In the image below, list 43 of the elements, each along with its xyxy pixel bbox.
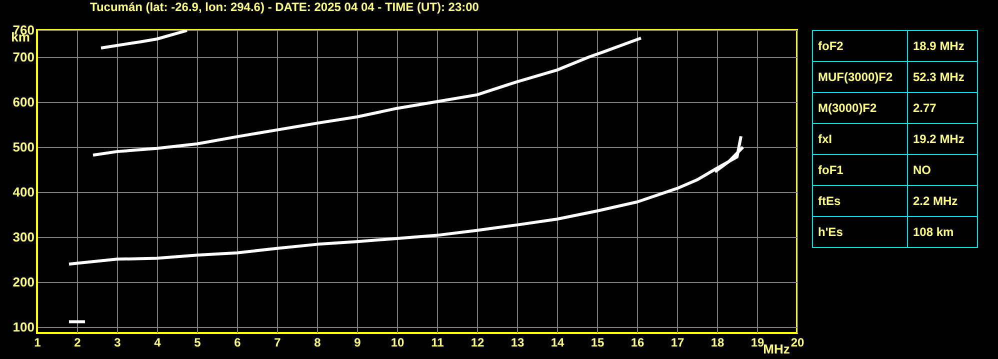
x-tick-label: 2 bbox=[74, 336, 82, 350]
x-tick-label: 9 bbox=[354, 336, 362, 350]
x-tick-label: 13 bbox=[510, 336, 524, 350]
x-tick-label: 14 bbox=[550, 336, 564, 350]
x-tick-label: 7 bbox=[274, 336, 282, 350]
x-tick-label: 19 bbox=[750, 336, 764, 350]
x-tick-label: 16 bbox=[630, 336, 644, 350]
x-tick-label: 11 bbox=[431, 336, 444, 350]
text: 2.77 bbox=[908, 92, 978, 124]
x-tick-label: 4 bbox=[154, 336, 162, 350]
y-tick-label: 200 bbox=[12, 274, 34, 290]
x-tick-label: 20 bbox=[790, 336, 804, 350]
x-tick-label: 5 bbox=[194, 336, 202, 350]
x-tick-label: 6 bbox=[234, 336, 242, 350]
text: h'Es bbox=[812, 216, 908, 248]
y-tick-label: 500 bbox=[12, 140, 34, 155]
y-tick-label: 700 bbox=[12, 50, 34, 65]
chart-title: Tucumán (lat: -26.9, lon: 294.6) - DATE: 2025 04 04 - TIME (UT): 23:00 bbox=[90, 0, 479, 14]
text: foF1 bbox=[812, 154, 908, 186]
y-tick-label: 600 bbox=[12, 94, 34, 110]
x-tick-label: 17 bbox=[670, 336, 684, 350]
text: 18.9 MHz bbox=[908, 30, 978, 62]
x-tick-label: 10 bbox=[390, 336, 404, 350]
text: fxI bbox=[812, 124, 908, 154]
x-tick-label: 3 bbox=[114, 336, 122, 350]
text: MUF(3000)F2 bbox=[812, 62, 908, 92]
text: M(3000)F2 bbox=[812, 92, 908, 124]
y-tick-label: 400 bbox=[12, 184, 34, 200]
x-tick-label: 12 bbox=[470, 336, 484, 350]
text: ftEs bbox=[812, 186, 908, 216]
text: 19.2 MHz bbox=[908, 124, 978, 154]
x-tick-label: 8 bbox=[314, 336, 322, 350]
y-tick-label: 100 bbox=[12, 320, 34, 335]
text: NO bbox=[908, 154, 978, 186]
x-tick-label: 18 bbox=[710, 336, 724, 350]
x-tick-label: 1 bbox=[34, 336, 42, 350]
text: foF2 bbox=[812, 30, 908, 62]
text: 108 km bbox=[908, 216, 978, 248]
text: 2.2 MHz bbox=[908, 186, 978, 216]
x-axis-title: MHz bbox=[763, 342, 790, 356]
text: 52.3 MHz bbox=[908, 62, 978, 92]
y-tick-label: 300 bbox=[12, 230, 34, 245]
x-tick-label: 15 bbox=[590, 336, 604, 350]
